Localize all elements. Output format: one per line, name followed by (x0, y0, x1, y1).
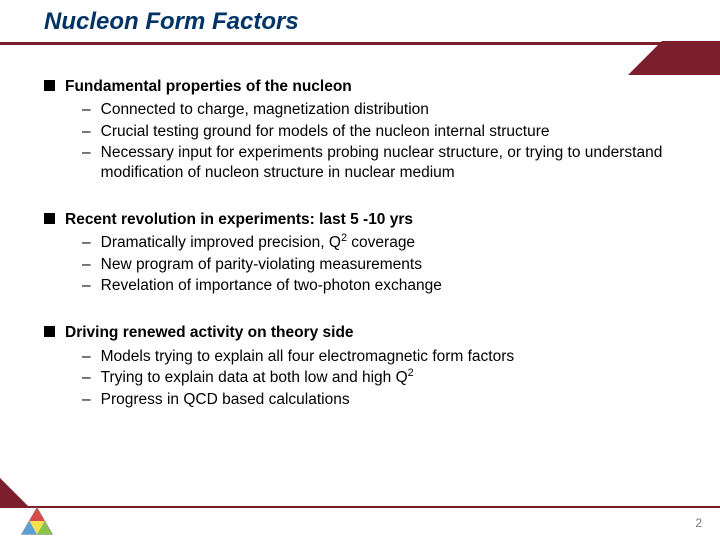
dash-icon: – (82, 347, 91, 366)
main-bullet-text: Recent revolution in experiments: last 5… (65, 210, 413, 229)
sub-bullet: – Crucial testing ground for models of t… (44, 122, 676, 141)
square-bullet-icon (44, 326, 55, 337)
content-area: Fundamental properties of the nucleon – … (0, 45, 720, 409)
sub-bullet-text: Revelation of importance of two-photon e… (101, 276, 442, 295)
sub-bullet: – New program of parity-violating measur… (44, 255, 676, 274)
sub-bullet-text: Progress in QCD based calculations (101, 390, 350, 409)
sub-bullet: – Models trying to explain all four elec… (44, 347, 676, 366)
sub-bullet-text: Connected to charge, magnetization distr… (101, 100, 429, 119)
corner-triangle-decoration (628, 41, 662, 75)
bullet-group: Fundamental properties of the nucleon – … (44, 77, 676, 182)
main-bullet: Fundamental properties of the nucleon (44, 77, 676, 96)
page-number: 2 (695, 516, 702, 530)
sub-bullet: – Necessary input for experiments probin… (44, 143, 676, 182)
sub-bullet-text: New program of parity-violating measurem… (101, 255, 422, 274)
dash-icon: – (82, 390, 91, 409)
bottom-left-triangle-decoration (0, 478, 28, 506)
sub-bullet: – Dramatically improved precision, Q2 co… (44, 233, 676, 252)
dash-icon: – (82, 122, 91, 141)
footer-line (0, 506, 720, 508)
main-bullet: Recent revolution in experiments: last 5… (44, 210, 676, 229)
corner-block-decoration (662, 41, 720, 75)
dash-icon: – (82, 276, 91, 295)
dash-icon: – (82, 233, 91, 252)
sub-bullet: – Connected to charge, magnetization dis… (44, 100, 676, 119)
sub-bullet-text: Models trying to explain all four electr… (101, 347, 515, 366)
sub-bullet-text: Trying to explain data at both low and h… (101, 368, 414, 387)
sub-bullet: – Revelation of importance of two-photon… (44, 276, 676, 295)
sub-bullet-text: Crucial testing ground for models of the… (101, 122, 550, 141)
slide-title: Nucleon Form Factors (44, 8, 720, 36)
dash-icon: – (82, 368, 91, 387)
main-bullet-text: Fundamental properties of the nucleon (65, 77, 352, 96)
square-bullet-icon (44, 80, 55, 91)
dash-icon: – (82, 100, 91, 119)
bullet-group: Recent revolution in experiments: last 5… (44, 210, 676, 296)
title-bar: Nucleon Form Factors (0, 0, 720, 40)
sub-bullet-text: Necessary input for experiments probing … (101, 143, 676, 182)
sub-bullet: – Progress in QCD based calculations (44, 390, 676, 409)
main-bullet: Driving renewed activity on theory side (44, 323, 676, 342)
sub-bullet-text: Dramatically improved precision, Q2 cove… (101, 233, 415, 252)
sub-bullet: – Trying to explain data at both low and… (44, 368, 676, 387)
square-bullet-icon (44, 213, 55, 224)
bullet-group: Driving renewed activity on theory side … (44, 323, 676, 409)
dash-icon: – (82, 143, 91, 162)
main-bullet-text: Driving renewed activity on theory side (65, 323, 354, 342)
slide: Nucleon Form Factors Fundamental propert… (0, 0, 720, 540)
logo-icon (18, 506, 56, 538)
dash-icon: – (82, 255, 91, 274)
